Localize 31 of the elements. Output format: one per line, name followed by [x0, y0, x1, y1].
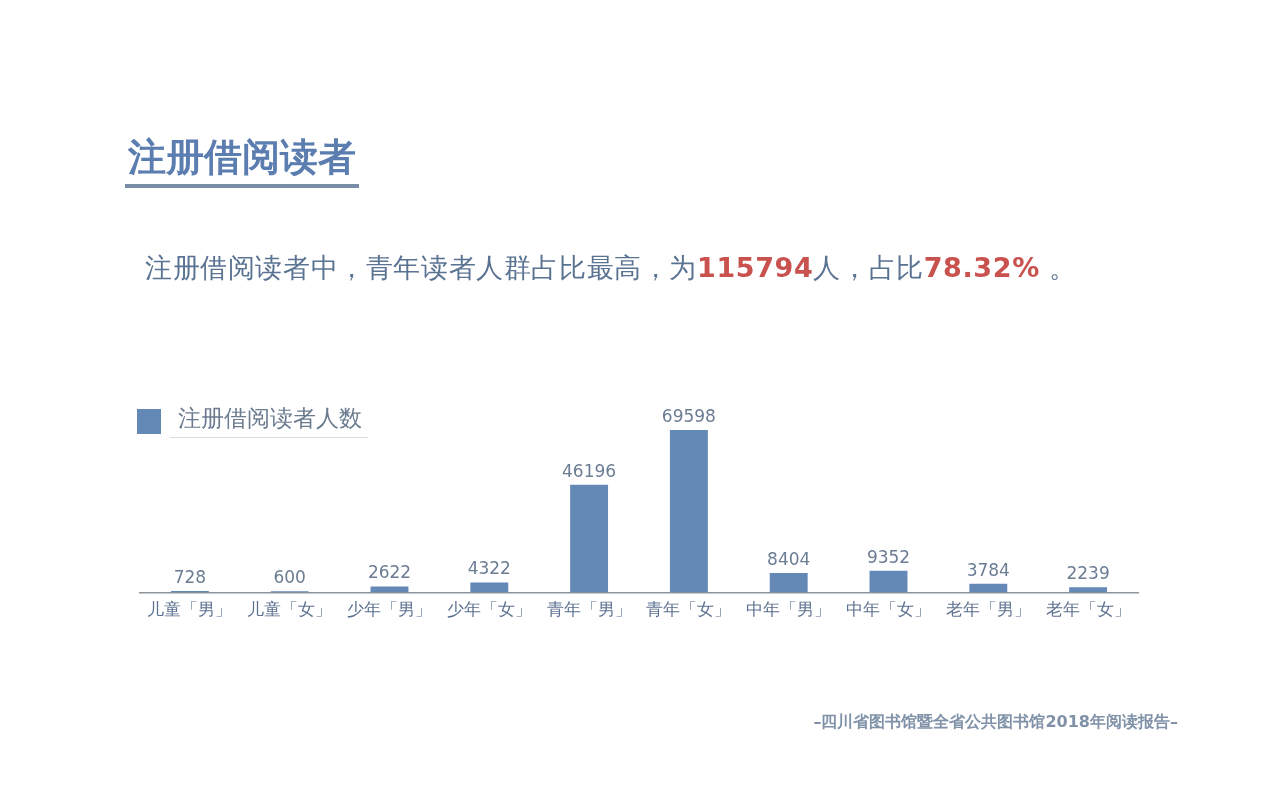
x-tick-label: 老年「女」 [1045, 599, 1131, 620]
bar [969, 583, 1008, 593]
x-tick-label: 儿童「男」 [147, 599, 233, 620]
x-tick-label: 少年「男」 [347, 599, 432, 620]
data-label: 728 [173, 566, 207, 587]
text: –四川省图书馆暨全省公共图书馆2018年阅读报告– [813, 711, 1178, 733]
x-tick-label: 青年「男」 [546, 599, 632, 620]
chart-title: 注册借阅读者 [125, 134, 359, 188]
bar [570, 484, 609, 593]
bar [370, 586, 409, 593]
data-label: 8404 [767, 548, 811, 569]
chart-subtitle: 注册借阅读者中，青年读者人群占比最高，为115794人，占比78.32% 。 [145, 252, 1077, 283]
data-label: 4322 [467, 558, 511, 579]
data-label: 2239 [1066, 563, 1110, 584]
data-label: 3784 [966, 559, 1010, 580]
data-label: 9352 [866, 546, 911, 567]
x-tick-label: 少年「女」 [446, 599, 532, 620]
x-tick-label: 老年「男」 [945, 599, 1031, 620]
bar [869, 570, 908, 593]
x-tick-label: 青年「女」 [646, 599, 732, 620]
legend-label: 注册借阅读者人数 [170, 404, 368, 438]
bar [669, 430, 708, 593]
x-tick-label: 中年「女」 [846, 599, 931, 620]
bar [769, 572, 808, 593]
x-tick-label: 中年「男」 [746, 599, 832, 620]
data-label: 69598 [661, 405, 716, 426]
x-tick-label: 儿童「女」 [247, 599, 333, 620]
data-label: 2622 [367, 562, 412, 583]
bar [1069, 587, 1108, 593]
data-label: 600 [273, 567, 306, 588]
data-label: 46196 [562, 460, 617, 481]
